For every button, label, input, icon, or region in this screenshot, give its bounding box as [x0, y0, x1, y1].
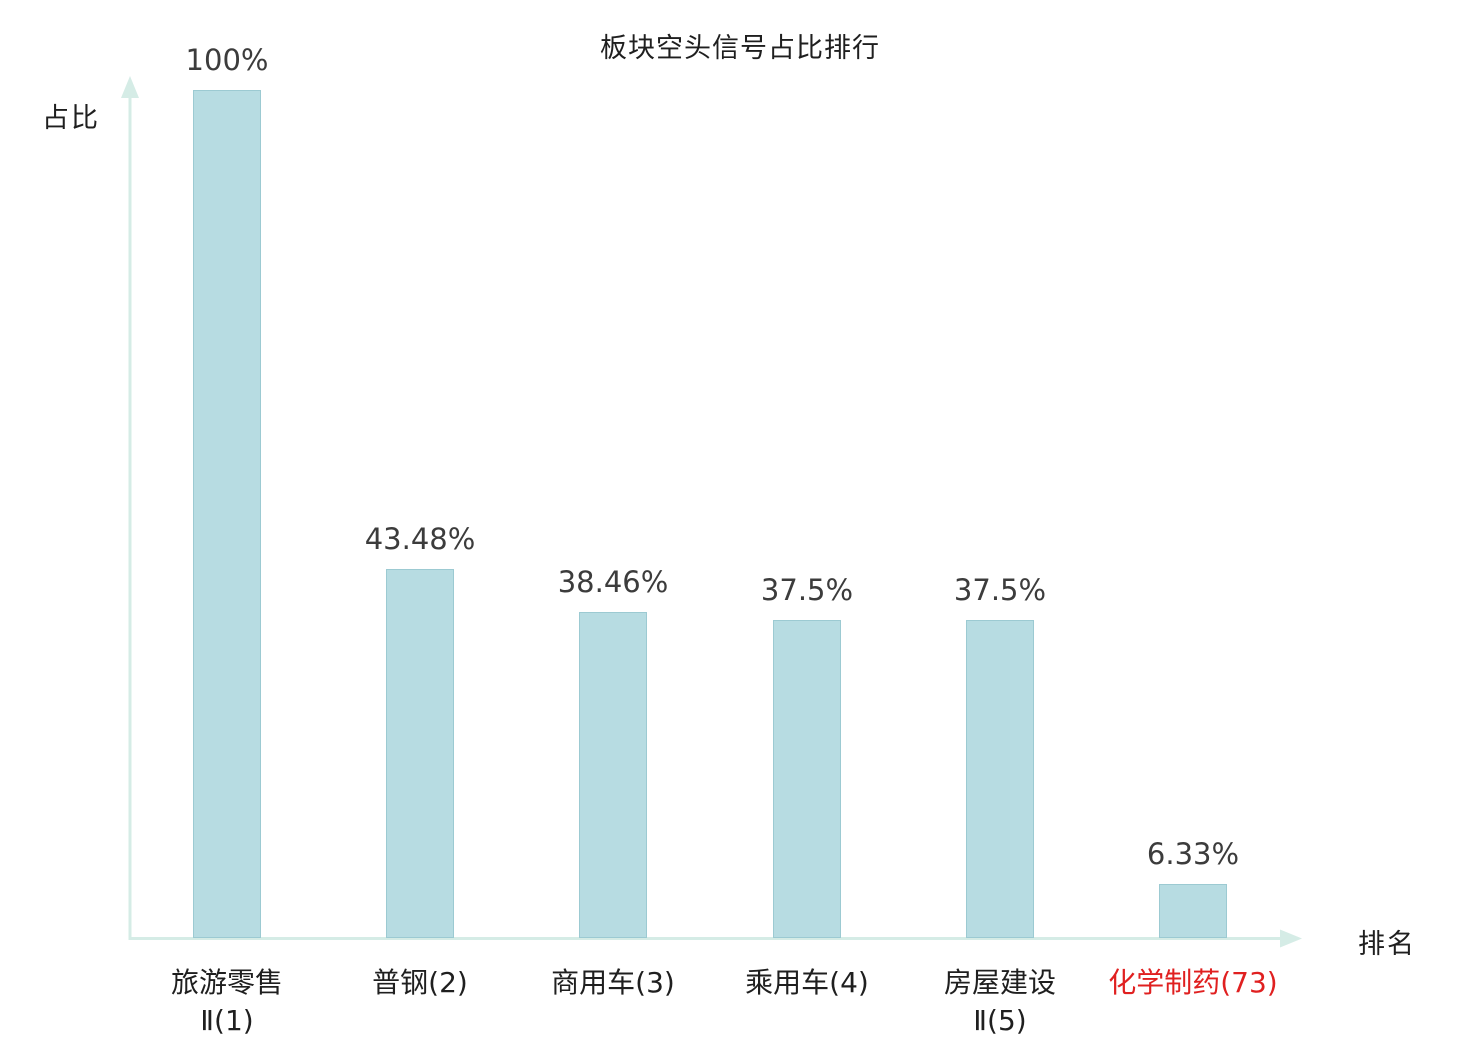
y-axis-arrow-icon	[121, 76, 139, 98]
bar-value-label: 38.46%	[557, 565, 669, 599]
bar	[386, 569, 454, 938]
bar-value-label: 6.33%	[1146, 837, 1240, 871]
bar-category-label: 化学制药(73)	[1108, 966, 1278, 999]
bar	[966, 620, 1034, 938]
bar-category-label: 乘用车(4)	[745, 966, 869, 999]
bar	[1159, 884, 1227, 938]
bar-value-label: 43.48%	[364, 522, 476, 556]
bar	[773, 620, 841, 938]
bar-category-label: 房屋建设 Ⅱ(5)	[943, 966, 1057, 1037]
y-axis-label: 占比	[42, 103, 100, 134]
bar	[193, 90, 261, 938]
bar-value-label: 100%	[185, 43, 269, 77]
chart-title: 板块空头信号占比排行	[600, 33, 880, 64]
bar	[579, 612, 647, 938]
bar-category-label: 商用车(3)	[551, 966, 675, 999]
x-axis-arrow-icon	[1280, 929, 1302, 948]
bar-value-label: 37.5%	[953, 573, 1047, 607]
x-axis-label: 排名	[1358, 929, 1416, 960]
bar-category-label: 普钢(2)	[372, 966, 468, 999]
bar-value-label: 37.5%	[760, 573, 854, 607]
bar-category-label: 旅游零售 Ⅱ(1)	[170, 966, 284, 1037]
